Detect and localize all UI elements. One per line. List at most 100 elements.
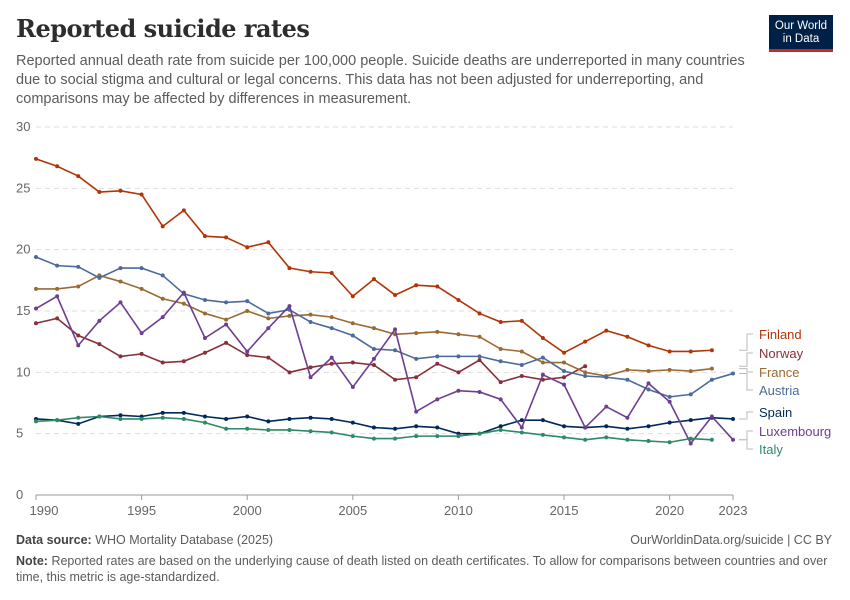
data-point-austria: [646, 387, 651, 392]
data-point-austria: [139, 266, 144, 271]
data-point-finland: [97, 190, 102, 195]
data-point-norway: [139, 351, 144, 356]
data-point-austria: [562, 369, 567, 374]
data-point-luxembourg: [688, 441, 693, 446]
data-point-italy: [498, 427, 503, 432]
data-point-finland: [646, 343, 651, 348]
data-point-spain: [562, 424, 567, 429]
source-label: Data source:: [16, 533, 92, 547]
data-point-luxembourg: [160, 315, 165, 320]
data-point-italy: [160, 415, 165, 420]
data-point-spain: [414, 424, 419, 429]
data-point-norway: [477, 358, 482, 363]
data-point-luxembourg: [245, 349, 250, 354]
data-point-norway: [371, 362, 376, 367]
data-point-finland: [139, 192, 144, 197]
series-label-italy: Italy: [759, 442, 783, 457]
data-point-italy: [519, 430, 524, 435]
x-tick-label: 1995: [127, 503, 156, 518]
data-point-spain: [202, 414, 207, 419]
data-point-france: [646, 369, 651, 374]
label-connector: [739, 430, 753, 441]
data-point-spain: [625, 426, 630, 431]
data-point-finland: [202, 234, 207, 239]
data-point-luxembourg: [350, 385, 355, 390]
data-point-france: [435, 329, 440, 334]
data-point-austria: [371, 347, 376, 352]
data-point-austria: [118, 266, 123, 271]
data-point-austria: [540, 355, 545, 360]
data-point-norway: [160, 360, 165, 365]
label-connector: [739, 352, 753, 367]
data-point-italy: [435, 434, 440, 439]
data-point-norway: [456, 370, 461, 375]
data-point-finland: [688, 349, 693, 354]
data-point-norway: [414, 375, 419, 380]
data-point-luxembourg: [667, 399, 672, 404]
y-tick-label: 5: [16, 426, 23, 441]
series-line-austria: [35, 256, 734, 398]
data-point-austria: [667, 394, 672, 399]
owid-logo[interactable]: Our World in Data: [769, 15, 833, 52]
data-point-luxembourg: [583, 425, 588, 430]
series-label-austria: Austria: [759, 383, 800, 398]
data-point-spain: [266, 419, 271, 424]
data-point-norway: [498, 380, 503, 385]
source-url[interactable]: OurWorldinData.org/suicide | CC BY: [630, 533, 832, 547]
data-point-finland: [625, 334, 630, 339]
data-point-france: [160, 296, 165, 301]
data-point-norway: [266, 355, 271, 360]
data-point-norway: [519, 374, 524, 379]
data-point-italy: [245, 426, 250, 431]
data-point-france: [519, 349, 524, 354]
data-point-spain: [245, 414, 250, 419]
data-point-luxembourg: [34, 306, 38, 311]
y-tick-label: 30: [16, 119, 30, 134]
data-point-norway: [393, 377, 398, 382]
data-point-spain: [350, 420, 355, 425]
data-point-spain: [160, 410, 165, 415]
data-point-finland: [118, 188, 123, 193]
data-point-spain: [688, 418, 693, 423]
data-point-italy: [414, 434, 419, 439]
data-point-italy: [456, 434, 461, 439]
data-point-finland: [181, 208, 186, 213]
x-tick-label: 2005: [338, 503, 367, 518]
data-point-austria: [583, 374, 588, 379]
data-point-luxembourg: [562, 382, 567, 387]
data-point-italy: [540, 432, 545, 437]
data-point-france: [118, 279, 123, 284]
data-point-norway: [224, 340, 229, 345]
data-point-austria: [97, 275, 102, 280]
series-line-spain: [35, 412, 734, 435]
data-point-italy: [266, 427, 271, 432]
data-point-spain: [371, 425, 376, 430]
y-tick-label: 0: [16, 487, 23, 502]
data-point-austria: [604, 375, 609, 380]
data-point-austria: [329, 326, 334, 331]
data-point-finland: [287, 266, 292, 271]
data-point-finland: [393, 293, 398, 298]
data-point-italy: [181, 416, 186, 421]
data-point-austria: [393, 348, 398, 353]
data-point-norway: [97, 342, 102, 347]
data-point-italy: [393, 436, 398, 441]
data-point-france: [456, 332, 461, 337]
data-point-france: [266, 316, 271, 321]
data-point-spain: [76, 421, 81, 426]
data-point-luxembourg: [709, 414, 714, 419]
data-point-france: [55, 286, 60, 291]
data-point-italy: [583, 437, 588, 442]
data-point-finland: [604, 328, 609, 333]
data-point-norway: [350, 360, 355, 365]
data-point-norway: [562, 375, 567, 380]
data-point-france: [202, 311, 207, 316]
series-label-spain: Spain: [759, 405, 792, 420]
data-point-spain: [540, 418, 545, 423]
x-tick-label: 2023: [719, 503, 748, 518]
series-label-france: France: [759, 365, 799, 380]
data-point-luxembourg: [646, 381, 651, 386]
data-point-italy: [34, 419, 38, 424]
data-point-finland: [34, 156, 38, 161]
